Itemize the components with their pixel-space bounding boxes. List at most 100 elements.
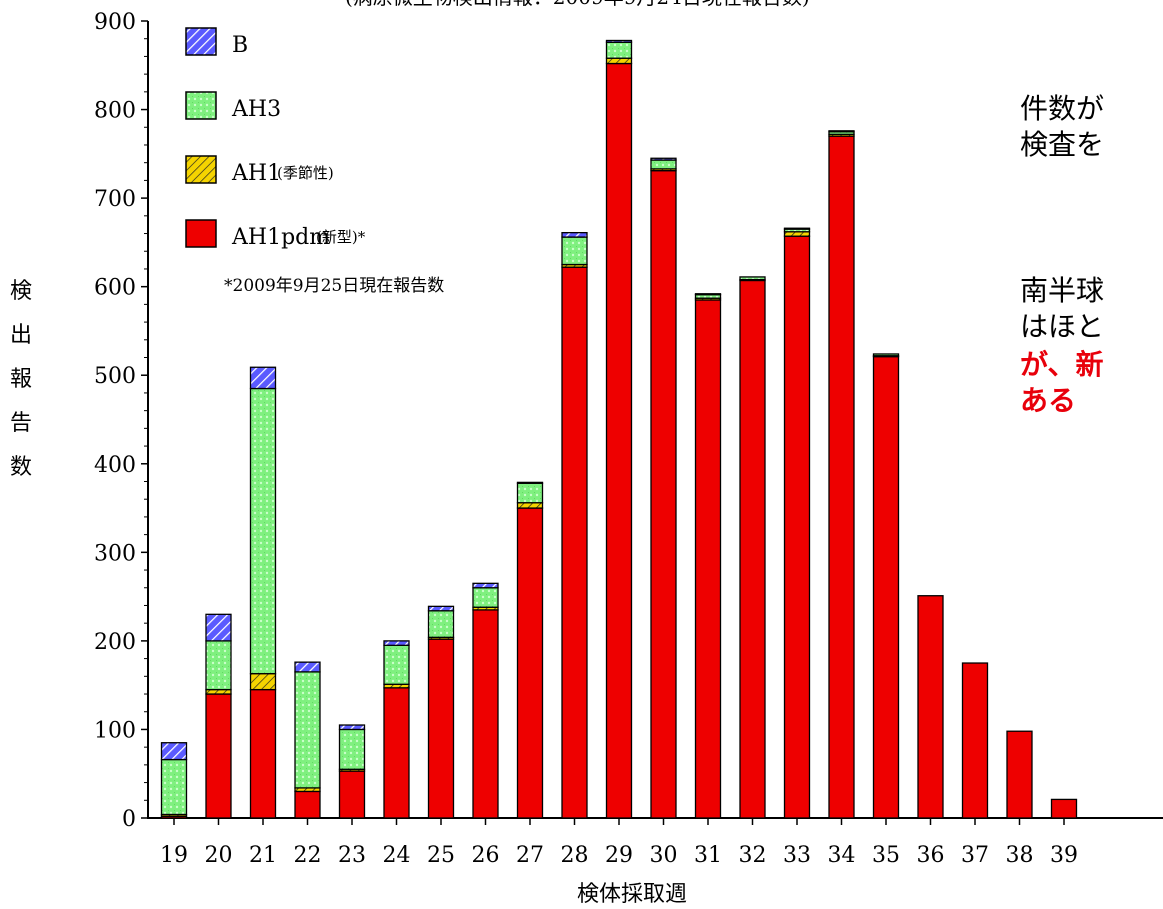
y-tick-label: 0 xyxy=(122,807,136,832)
y-tick-label: 700 xyxy=(94,187,136,212)
bar-segment-b-34 xyxy=(828,130,855,133)
note-line-6: ある xyxy=(1020,384,1076,417)
bar-segment-ah1-27 xyxy=(516,502,544,509)
bar-segment-ah1pdm-22 xyxy=(294,790,321,819)
bar-segment-ah1pdm-28 xyxy=(561,266,588,819)
legend-label-ah3: AH3 xyxy=(231,97,281,122)
bars xyxy=(160,39,1078,819)
bar-segment-ah3-20 xyxy=(205,640,232,691)
note-line-3: 南半球 xyxy=(1020,274,1104,307)
bar-segment-ah1pdm-20 xyxy=(205,693,232,819)
y-axis-label-char: 出 xyxy=(10,323,32,348)
bar-segment-ah1pdm-38 xyxy=(1006,730,1033,819)
x-tick-label: 27 xyxy=(516,843,544,868)
x-tick-label: 34 xyxy=(828,843,856,868)
legend-label-b: B xyxy=(232,33,248,58)
bar-segment-b-27 xyxy=(516,481,544,484)
legend-swatch-ah1 xyxy=(185,155,217,184)
x-tick-label: 35 xyxy=(872,843,900,868)
bar-segment-b-20 xyxy=(205,613,232,642)
bar-segment-ah1pdm-33 xyxy=(783,235,811,819)
bar-segment-ah3-30 xyxy=(650,159,677,170)
x-tick-label: 32 xyxy=(739,843,767,868)
annotation-notes: 件数が 検査を 南半球 はほと が、新 ある xyxy=(1020,92,1104,417)
bar-segment-b-19 xyxy=(160,742,188,761)
bar-segment-ah3-19 xyxy=(160,758,188,816)
bar-segment-ah1-33 xyxy=(783,231,811,237)
bar-segment-ah1-21 xyxy=(249,673,277,691)
bar-segment-ah1-29 xyxy=(605,57,633,65)
note-line-1: 件数が xyxy=(1020,92,1104,125)
bar-segment-b-33 xyxy=(783,227,811,230)
x-tick-label: 28 xyxy=(561,843,589,868)
note-line-4: はほと xyxy=(1020,310,1104,343)
bar-segment-ah1pdm-21 xyxy=(249,688,277,819)
legend-swatch-ah3 xyxy=(185,91,217,120)
bar-segment-b-22 xyxy=(294,661,321,673)
bar-segment-ah1pdm-39 xyxy=(1050,798,1078,819)
legend-sublabel-ah1: (季節性) xyxy=(277,164,334,182)
bar-segment-b-29 xyxy=(605,39,633,43)
axes: 0 100 200 300 400 500 600 700 800 900 19 20 21 22 23 24… xyxy=(94,10,1163,868)
bar-segment-ah3-35 xyxy=(872,353,900,357)
x-tick-label: 20 xyxy=(205,843,233,868)
bar-segment-ah1pdm-34 xyxy=(828,135,855,819)
y-axis-label-char: 告 xyxy=(10,411,32,436)
x-tick-label: 24 xyxy=(383,843,411,868)
y-tick-label: 100 xyxy=(94,718,136,743)
x-tick-label: 33 xyxy=(783,843,811,868)
y-tick-label: 200 xyxy=(94,630,136,655)
bar-segment-ah1pdm-23 xyxy=(338,770,366,819)
y-tick-label: 400 xyxy=(94,453,136,478)
bar-segment-ah1pdm-36 xyxy=(917,595,944,819)
footnote: *2009年9月25日現在報告数 xyxy=(224,276,444,296)
x-tick-label: 26 xyxy=(472,843,500,868)
bar-segment-b-24 xyxy=(383,640,410,646)
bar-segment-ah3-24 xyxy=(383,644,410,685)
bar-segment-b-30 xyxy=(650,157,677,161)
bar-segment-b-31 xyxy=(694,293,722,296)
bar-segment-ah3-23 xyxy=(338,728,366,770)
y-tick-label: 500 xyxy=(94,364,136,389)
y-tick-label: 800 xyxy=(94,99,136,124)
y-axis-label-char: 数 xyxy=(10,455,32,480)
legend-swatch-ah1pdm xyxy=(185,219,217,248)
x-tick-label: 25 xyxy=(427,843,455,868)
bar-segment-ah1pdm-32 xyxy=(739,279,766,819)
x-axis-label: 検体採取週 xyxy=(577,882,687,907)
x-tick-label: 39 xyxy=(1050,843,1078,868)
bar-segment-ah1pdm-31 xyxy=(694,299,722,819)
bar-segment-ah1pdm-29 xyxy=(605,62,633,819)
bar-segment-ah1pdm-37 xyxy=(961,662,989,819)
bar-segment-ah3-22 xyxy=(294,671,321,789)
bar-segment-b-23 xyxy=(338,724,366,731)
y-axis-label-char: 検 xyxy=(10,279,32,304)
y-tick-label: 600 xyxy=(94,276,136,301)
x-tick-label: 21 xyxy=(249,843,277,868)
bar-segment-ah3-25 xyxy=(427,610,455,638)
bar-segment-ah3-26 xyxy=(472,587,499,608)
bar-segment-ah1pdm-27 xyxy=(516,507,544,819)
x-tick-label: 37 xyxy=(961,843,989,868)
legend-label-ah1pdm: AH1pdm xyxy=(231,225,330,250)
bar-segment-b-28 xyxy=(561,231,588,238)
note-line-2: 検査を xyxy=(1020,128,1104,161)
legend-sublabel-ah1pdm: (新型)* xyxy=(316,228,366,246)
bar-segment-b-26 xyxy=(472,582,499,589)
y-tick-label: 900 xyxy=(94,10,136,35)
bar-segment-ah1pdm-35 xyxy=(872,355,900,819)
x-tick-label: 38 xyxy=(1006,843,1034,868)
x-tick-label: 30 xyxy=(650,843,678,868)
bar-segment-ah3-28 xyxy=(561,236,588,266)
x-tick-label: 22 xyxy=(294,843,322,868)
x-tick-label: 36 xyxy=(917,843,945,868)
y-tick-label: 300 xyxy=(94,541,136,566)
x-tick-label: 29 xyxy=(605,843,633,868)
legend-label-ah1: AH1 xyxy=(231,161,281,186)
bar-segment-ah1pdm-30 xyxy=(650,170,677,819)
x-tick-label: 31 xyxy=(694,843,722,868)
y-axis-label-char: 報 xyxy=(10,367,32,392)
x-tick-label: 19 xyxy=(160,843,188,868)
